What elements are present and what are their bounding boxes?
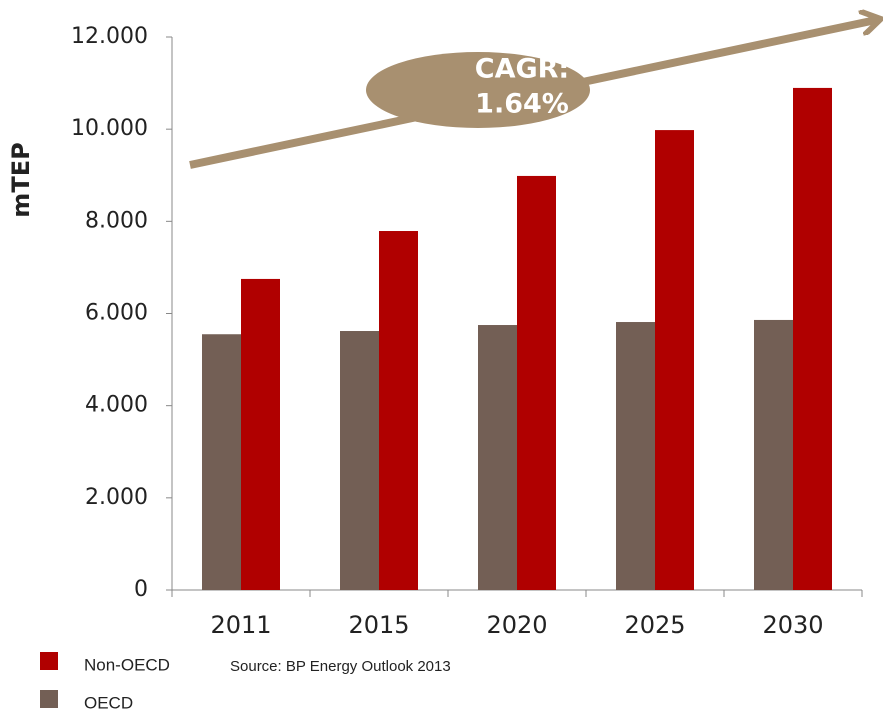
annotation: 1.64% [475, 89, 569, 120]
bar [478, 325, 517, 590]
source: Source: BP Energy Outlook 2013 [230, 658, 451, 675]
bar [754, 319, 793, 590]
bar [202, 334, 241, 590]
x-tick-label: 2030 [762, 611, 823, 639]
y-tick-label: 8.000 [85, 208, 148, 233]
bar [655, 130, 694, 591]
legend-swatch [40, 690, 58, 708]
x-tick-label: 2011 [210, 611, 271, 639]
x-tick-label: 2020 [486, 611, 547, 639]
y-tick-label: 12.000 [71, 24, 148, 49]
x-tick-label: 2015 [348, 611, 409, 639]
y-tick-label: 10.000 [71, 116, 148, 141]
bar [241, 278, 280, 590]
legend-label: Non-OECD [84, 655, 170, 674]
legend-label: OECD [84, 693, 133, 712]
legend-swatch [40, 652, 58, 670]
annotation-bubble [366, 52, 590, 128]
y-tick-label: 0 [134, 577, 148, 602]
bar [340, 331, 379, 590]
y-tick-label: 4.000 [85, 393, 148, 418]
y-tick-label: 2.000 [85, 485, 148, 510]
x-tick-label: 2025 [624, 611, 685, 639]
bar [379, 231, 418, 590]
bar [793, 87, 832, 590]
y-tick-label: 6.000 [85, 301, 148, 326]
y-axis-label: mTEP [7, 142, 35, 217]
annotation: CAGR: [475, 54, 569, 85]
bar [616, 322, 655, 590]
bar [517, 175, 556, 590]
